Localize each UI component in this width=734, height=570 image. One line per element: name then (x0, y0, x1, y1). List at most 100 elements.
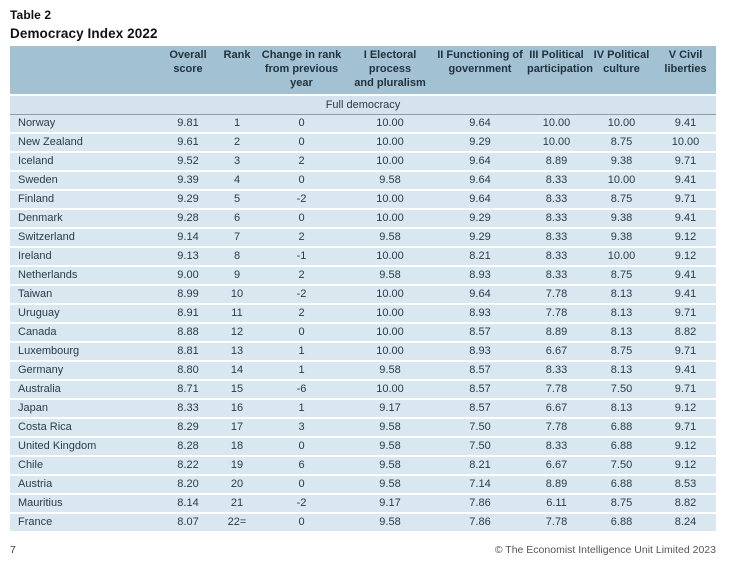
section-row-cell: Full democracy (10, 95, 716, 115)
column-header-political-participation: III Political participation (525, 46, 593, 97)
table-row: Austria 8.20 20 0 9.58 7.14 8.89 6.88 8.53 (10, 475, 716, 496)
value-cell-rank: 16 (216, 399, 258, 420)
value-cell-civil-liberties: 9.41 (655, 171, 716, 192)
value-cell-functioning-of-government: 8.93 (435, 304, 525, 325)
value-cell-political-culture: 6.88 (588, 418, 655, 439)
value-cell-electoral-process: 10.00 (345, 114, 435, 135)
column-header-change-in-rank: Change in rank from previous year (258, 46, 345, 97)
value-cell-rank: 9 (216, 266, 258, 287)
value-cell-political-participation: 8.33 (525, 266, 588, 287)
value-cell-political-culture: 7.50 (588, 380, 655, 401)
value-cell-political-culture: 9.38 (588, 228, 655, 249)
value-cell-political-participation: 6.11 (525, 494, 588, 515)
value-cell-electoral-process: 10.00 (345, 190, 435, 211)
value-cell-overall-score: 8.07 (160, 513, 216, 534)
table-row: Iceland 9.52 3 2 10.00 9.64 8.89 9.38 9.71 (10, 152, 716, 173)
table-row: Japan 8.33 16 1 9.17 8.57 6.67 8.13 9.12 (10, 399, 716, 420)
country-cell: Costa Rica (10, 418, 160, 439)
table-row: Chile 8.22 19 6 9.58 8.21 6.67 7.50 9.12 (10, 456, 716, 477)
value-cell-civil-liberties: 8.24 (655, 513, 716, 534)
value-cell-civil-liberties: 9.41 (655, 361, 716, 382)
value-cell-functioning-of-government: 8.93 (435, 342, 525, 363)
value-cell-change-in-rank: -2 (258, 494, 345, 515)
value-cell-rank: 2 (216, 133, 258, 154)
table-title-block: Table 2 Democracy Index 2022 (10, 8, 734, 41)
value-cell-political-culture: 8.13 (588, 361, 655, 382)
value-cell-electoral-process: 9.58 (345, 361, 435, 382)
value-cell-civil-liberties: 8.82 (655, 323, 716, 344)
country-cell: Denmark (10, 209, 160, 230)
value-cell-political-participation: 8.89 (525, 323, 588, 344)
value-cell-rank: 22= (216, 513, 258, 534)
value-cell-rank: 21 (216, 494, 258, 515)
value-cell-political-participation: 10.00 (525, 133, 588, 154)
value-cell-overall-score: 8.29 (160, 418, 216, 439)
value-cell-change-in-rank: 0 (258, 133, 345, 154)
table-content: Full democracy Norway 9.81 1 0 10.00 9.64 10.0… (10, 95, 716, 534)
value-cell-functioning-of-government: 8.57 (435, 399, 525, 420)
column-header-rank: Rank (216, 46, 258, 97)
value-cell-change-in-rank: 0 (258, 437, 345, 458)
value-cell-functioning-of-government: 8.57 (435, 323, 525, 344)
value-cell-rank: 18 (216, 437, 258, 458)
value-cell-political-culture: 8.75 (588, 190, 655, 211)
table-row: Taiwan 8.99 10 -2 10.00 9.64 7.78 8.13 9.41 (10, 285, 716, 306)
value-cell-rank: 8 (216, 247, 258, 268)
value-cell-political-participation: 7.78 (525, 285, 588, 306)
value-cell-change-in-rank: 1 (258, 399, 345, 420)
value-cell-functioning-of-government: 9.64 (435, 114, 525, 135)
value-cell-overall-score: 9.00 (160, 266, 216, 287)
value-cell-rank: 1 (216, 114, 258, 135)
value-cell-functioning-of-government: 9.64 (435, 171, 525, 192)
value-cell-political-participation: 8.33 (525, 209, 588, 230)
table-head-row: Overall score Rank Change in rank from pre… (10, 46, 716, 97)
value-cell-civil-liberties: 9.71 (655, 418, 716, 439)
value-cell-rank: 5 (216, 190, 258, 211)
page-number: 7 (10, 544, 16, 556)
table-header: Overall score Rank Change in rank from pre… (10, 46, 716, 97)
value-cell-functioning-of-government: 8.21 (435, 456, 525, 477)
value-cell-change-in-rank: 2 (258, 152, 345, 173)
value-cell-change-in-rank: 2 (258, 228, 345, 249)
value-cell-change-in-rank: 0 (258, 323, 345, 344)
value-cell-electoral-process: 10.00 (345, 133, 435, 154)
value-cell-political-participation: 6.67 (525, 399, 588, 420)
table-row: Luxembourg 8.81 13 1 10.00 8.93 6.67 8.75 9.71 (10, 342, 716, 363)
country-cell: Finland (10, 190, 160, 211)
value-cell-political-participation: 7.78 (525, 380, 588, 401)
value-cell-electoral-process: 9.58 (345, 437, 435, 458)
value-cell-functioning-of-government: 7.86 (435, 494, 525, 515)
country-cell: Taiwan (10, 285, 160, 306)
table-row: Germany 8.80 14 1 9.58 8.57 8.33 8.13 9.41 (10, 361, 716, 382)
value-cell-functioning-of-government: 7.50 (435, 418, 525, 439)
value-cell-political-culture: 10.00 (588, 171, 655, 192)
country-cell: Mauritius (10, 494, 160, 515)
value-cell-change-in-rank: 1 (258, 342, 345, 363)
value-cell-change-in-rank: 1 (258, 361, 345, 382)
value-cell-electoral-process: 9.58 (345, 456, 435, 477)
value-cell-civil-liberties: 9.12 (655, 228, 716, 249)
value-cell-functioning-of-government: 8.57 (435, 380, 525, 401)
value-cell-civil-liberties: 9.41 (655, 209, 716, 230)
value-cell-civil-liberties: 9.41 (655, 114, 716, 135)
value-cell-electoral-process: 10.00 (345, 247, 435, 268)
column-header-electoral-process: I Electoral process and pluralism (345, 46, 435, 97)
value-cell-civil-liberties: 9.71 (655, 380, 716, 401)
value-cell-overall-score: 8.22 (160, 456, 216, 477)
value-cell-rank: 7 (216, 228, 258, 249)
column-header-overall-score: Overall score (160, 46, 216, 97)
value-cell-functioning-of-government: 8.93 (435, 266, 525, 287)
value-cell-change-in-rank: 0 (258, 171, 345, 192)
value-cell-political-culture: 8.13 (588, 323, 655, 344)
value-cell-rank: 17 (216, 418, 258, 439)
table-row: Norway 9.81 1 0 10.00 9.64 10.00 10.00 9.41 (10, 114, 716, 135)
value-cell-political-participation: 8.33 (525, 247, 588, 268)
country-cell: Germany (10, 361, 160, 382)
value-cell-electoral-process: 9.17 (345, 494, 435, 515)
copyright-notice: © The Economist Intelligence Unit Limite… (494, 544, 716, 556)
table-row: Ireland 9.13 8 -1 10.00 8.21 8.33 10.00 9.12 (10, 247, 716, 268)
value-cell-political-participation: 8.33 (525, 437, 588, 458)
value-cell-electoral-process: 9.58 (345, 171, 435, 192)
value-cell-electoral-process: 10.00 (345, 342, 435, 363)
value-cell-political-culture: 6.88 (588, 437, 655, 458)
